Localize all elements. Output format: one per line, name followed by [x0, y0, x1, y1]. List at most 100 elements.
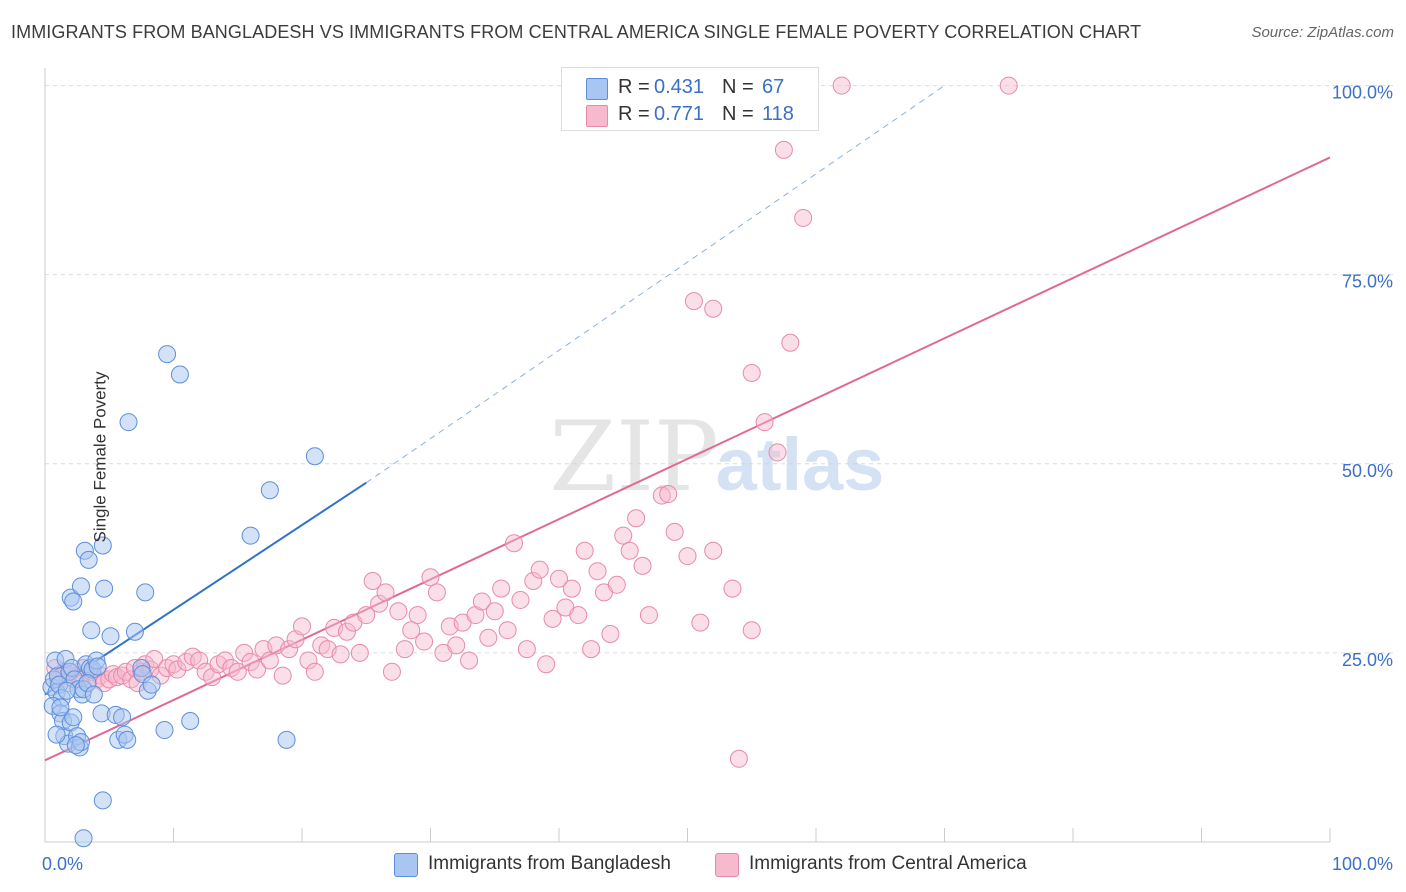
point-central-america [421, 568, 440, 587]
point-central-america [607, 575, 626, 594]
point-bangladesh [95, 579, 114, 598]
y-axis-label: Single Female Poverty [90, 371, 110, 543]
point-central-america [652, 486, 671, 505]
watermark-atlas: atlas [716, 423, 885, 506]
point-central-america [582, 640, 601, 659]
point-central-america [620, 541, 639, 560]
n-value: 67 [762, 76, 785, 98]
point-central-america [460, 651, 479, 670]
point-central-america [781, 333, 800, 352]
point-bangladesh [84, 685, 103, 704]
point-bangladesh [277, 730, 296, 749]
r-value: 0.431 [654, 76, 705, 98]
point-central-america [241, 652, 260, 671]
series-central-america [46, 76, 1018, 768]
point-bangladesh [181, 711, 200, 730]
point-bangladesh [71, 577, 90, 596]
point-central-america [337, 622, 356, 641]
point-central-america [524, 572, 543, 591]
y-tick-label: 25.0% [1342, 650, 1393, 670]
point-central-america [376, 583, 395, 602]
point-bangladesh [119, 413, 138, 432]
point-central-america [498, 621, 517, 640]
point-bangladesh [241, 526, 260, 545]
point-bangladesh [118, 730, 137, 749]
point-central-america [168, 660, 187, 679]
point-bangladesh [113, 708, 132, 727]
point-central-america [305, 662, 324, 681]
x-tick-label-min: 0.0% [42, 854, 83, 874]
source-label: Source: ZipAtlas.com [1251, 24, 1394, 41]
point-central-america [382, 662, 401, 681]
blue-swatch [586, 78, 608, 100]
point-central-america [427, 583, 446, 602]
stats-legend: R = 0.431 N = 67 R = 0.771 N = 118 [561, 67, 819, 131]
point-central-america [350, 643, 369, 662]
point-central-america [293, 617, 311, 636]
point-central-america [832, 76, 851, 95]
point-bangladesh [93, 791, 112, 810]
point-central-america [575, 541, 594, 560]
point-central-america [395, 640, 414, 659]
point-central-america [678, 547, 697, 566]
point-bangladesh [47, 725, 66, 744]
point-bangladesh [64, 592, 83, 611]
point-central-america [248, 660, 267, 679]
r-value: 0.771 [654, 103, 705, 125]
point-central-america [774, 140, 793, 159]
point-central-america [260, 651, 279, 670]
point-central-america [492, 579, 511, 598]
point-central-america [742, 621, 761, 640]
point-central-america [999, 76, 1018, 95]
point-central-america [363, 572, 382, 591]
point-central-america [145, 649, 164, 668]
point-central-america [729, 749, 748, 768]
point-bangladesh [74, 829, 93, 848]
point-central-america [768, 443, 787, 462]
point-central-america [472, 592, 491, 611]
x-tick-label-max: 100.0% [1332, 854, 1393, 874]
n-value: 118 [762, 103, 794, 125]
point-bangladesh [82, 621, 101, 640]
point-central-america [665, 522, 684, 541]
y-tick-label: 50.0% [1342, 461, 1393, 481]
point-central-america [588, 562, 607, 581]
trend-extension-bangladesh [365, 85, 945, 484]
point-bangladesh [142, 675, 161, 694]
point-central-america [691, 613, 710, 632]
point-central-america [408, 606, 427, 625]
tick-labels: 25.0% 50.0% 75.0% 100.0% 0.0% 100.0% [42, 83, 1393, 874]
point-bangladesh [260, 481, 279, 500]
point-central-america [190, 651, 209, 670]
point-central-america [511, 590, 530, 609]
point-central-america [273, 666, 292, 685]
legend-label-central-america: Immigrants from Central America [749, 853, 1027, 874]
point-bangladesh [136, 583, 155, 602]
legend-label-bangladesh: Immigrants from Bangladesh [428, 853, 671, 874]
point-central-america [530, 560, 549, 579]
point-bangladesh [88, 657, 107, 676]
n-label: N = [722, 103, 754, 125]
point-bangladesh [51, 698, 70, 717]
point-central-america [794, 208, 813, 227]
point-central-america [389, 602, 408, 621]
point-bangladesh [158, 345, 177, 364]
point-central-america [550, 569, 568, 588]
point-central-america [485, 602, 504, 621]
point-bangladesh [101, 627, 120, 646]
point-bangladesh [93, 536, 112, 555]
point-central-america [742, 364, 761, 383]
point-bangladesh [155, 721, 174, 740]
point-central-america [704, 541, 723, 560]
point-central-america [639, 606, 658, 625]
point-central-america [299, 651, 318, 670]
point-central-america [569, 606, 588, 625]
point-central-america [704, 299, 723, 318]
point-central-america [447, 636, 466, 655]
point-central-america [543, 609, 562, 628]
point-central-america [723, 579, 742, 598]
point-central-america [415, 632, 434, 651]
point-central-america [627, 509, 646, 528]
r-label: R = [618, 103, 650, 125]
